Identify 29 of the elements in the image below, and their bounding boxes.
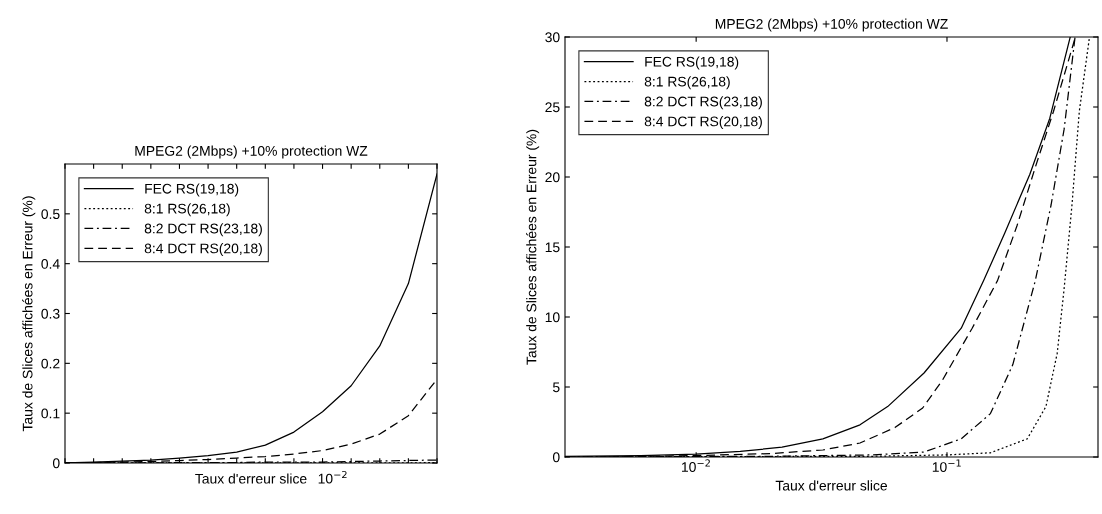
y-tick-label: 0.1 (41, 408, 60, 419)
x-tick-label: 10$^{−1}$ (932, 459, 961, 472)
legend-label: 8:1 RS(26,18) (644, 76, 730, 90)
y-tick-label: 5 (552, 382, 560, 393)
y-tick-label: 0.5 (41, 209, 60, 219)
y-tick-label: 0.3 (41, 308, 60, 319)
legend-label: 8:4 DCT RS(20,18) (144, 243, 262, 257)
x-axis-title: Taux d'erreur slice (775, 480, 888, 491)
legend-label: FEC RS(19,18) (145, 183, 239, 197)
legend-label: 8:1 RS(26,18) (144, 203, 230, 217)
y-tick-label: 0.4 (41, 259, 60, 269)
text: 10$^{−2}$ (318, 470, 347, 484)
legend-label: 8:2 DCT RS(23,18) (644, 96, 762, 110)
y-tick-label: 0.2 (41, 358, 60, 369)
y-tick-label: 30 (545, 32, 560, 43)
legend-label: 8:4 DCT RS(20,18) (644, 116, 762, 130)
y-tick-label: 0 (52, 458, 60, 469)
y-tick-label: 10 (545, 312, 560, 323)
y-tick-label: 15 (545, 242, 560, 253)
x-axis-title: Taux d'erreur slice (195, 473, 307, 484)
legend-label: FEC RS(19,18) (645, 56, 739, 70)
legend-label: 8:2 DCT RS(23,18) (144, 223, 262, 237)
chart-title: MPEG2 (2Mbps) +10% protection WZ (715, 18, 948, 32)
chart-title: MPEG2 (2Mbps) +10% protection WZ (135, 145, 368, 159)
y-tick-label: 25 (545, 102, 560, 113)
y-axis-title: Taux de Slices affichées en Erreur (%) (22, 196, 36, 432)
y-tick-label: 0 (552, 452, 560, 463)
y-tick-label: 20 (545, 172, 560, 183)
y-axis-title: Taux de Slices affichées en Erreur (%) (526, 129, 540, 365)
